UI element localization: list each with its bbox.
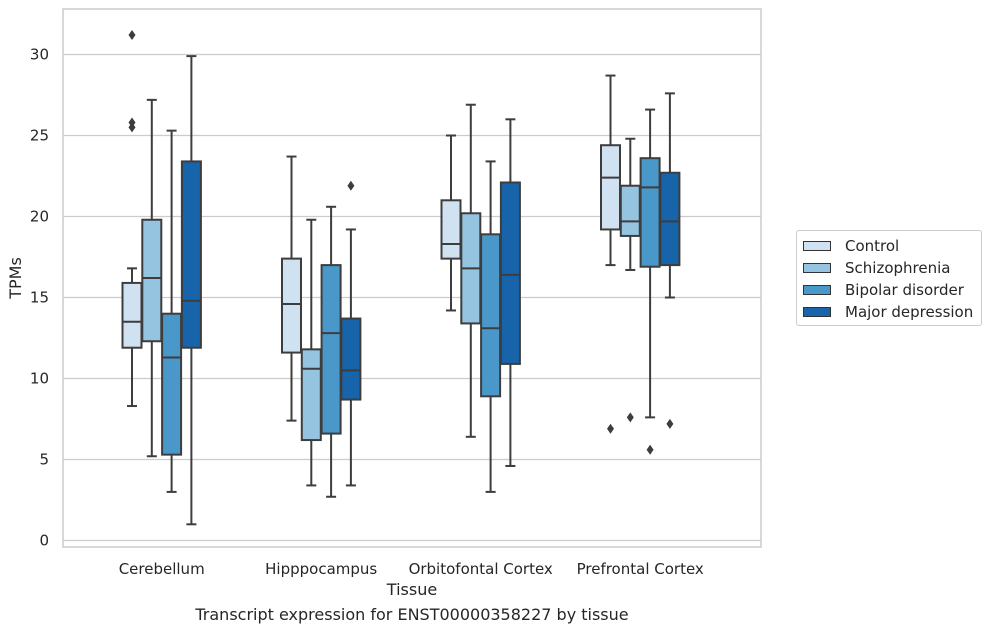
plot-area: 0 5 10 15 20 25 30 Cerebellum Hipppocampus Orbit… [30,8,762,578]
legend-item-schizophrenia: Schizophrenia [803,257,950,279]
box-body [600,144,621,231]
box-prefrontal-cortex-major-depression [659,92,681,429]
box-orbitofontal-cortex-bipolar-disorder [480,160,502,493]
x-tick-label-orbitofontal-cortex: Orbitofontal Cortex [409,560,553,578]
outlier-point [626,412,634,423]
y-axis-ticks: 0 5 10 15 20 25 30 [30,46,49,550]
legend-item-control: Control [803,235,899,257]
box-body [300,348,322,442]
box-body [141,218,163,343]
y-tick-label-0: 0 [39,532,49,550]
legend-item-major-depression: Major depression [803,301,973,323]
outlier-point [607,423,614,434]
legend-label-schizophrenia: Schizophrenia [845,259,951,277]
box-cerebellum-bipolar-disorder [161,129,183,493]
outlier-point [128,122,136,133]
legend: Control Schizophrenia Bipolar disorder M… [796,230,982,326]
legend-swatch-schizophrenia [803,263,831,273]
x-tick-label-hipppocampus: Hipppocampus [265,560,377,578]
y-tick-label-15: 15 [30,289,49,307]
legend-label-control: Control [845,237,900,255]
x-tick-label-cerebellum: Cerebellum [119,560,205,578]
outlier-point [666,418,674,429]
outlier-point [128,30,136,41]
box-body [281,257,302,354]
y-tick-label-10: 10 [30,370,49,388]
y-tick-label-30: 30 [30,46,49,64]
grid-lines [63,53,761,542]
box-hipppocampus-bipolar-disorder [320,205,342,498]
x-tick-label-prefrontal-cortex: Prefrontal Cortex [577,560,704,578]
y-tick-label-20: 20 [30,208,49,226]
box-body [180,160,202,349]
box-cerebellum-schizophrenia [141,98,163,458]
outlier-point [347,180,355,191]
box-hipppocampus-control [281,155,302,422]
legend-label-bipolar-disorder: Bipolar disorder [845,281,964,299]
box-cerebellum-major-depression [180,55,202,526]
box-body [161,312,183,456]
chart-caption: Transcript expression for ENST0000035822… [195,605,629,624]
box-body [639,157,661,268]
box-body [440,199,462,260]
box-prefrontal-cortex-schizophrenia [619,137,641,423]
legend-swatch-bipolar-disorder [803,285,831,295]
plot-frame [62,8,762,548]
boxes [121,30,681,526]
outlier-point [646,444,654,455]
box-body [121,281,143,349]
box-hipppocampus-major-depression [340,180,362,487]
y-axis-label: TPMs [6,257,25,300]
box-orbitofontal-cortex-major-depression [499,118,521,467]
box-body [340,317,362,401]
y-tick-label-25: 25 [30,127,49,145]
legend-item-bipolar-disorder: Bipolar disorder [803,279,964,301]
legend-label-major-depression: Major depression [845,303,974,321]
box-body [659,171,681,267]
box-cerebellum-control [121,30,143,408]
x-axis-label: Tissue [386,580,437,599]
x-axis-ticks: Cerebellum Hipppocampus Orbitofontal Corte… [119,560,704,578]
box-body [499,181,521,365]
legend-swatch-control [803,241,831,251]
box-body [480,233,502,398]
box-body [619,184,641,237]
legend-swatch-major-depression [803,307,831,317]
box-prefrontal-cortex-bipolar-disorder [639,108,661,455]
box-body [320,264,342,435]
y-tick-label-5: 5 [39,451,49,469]
